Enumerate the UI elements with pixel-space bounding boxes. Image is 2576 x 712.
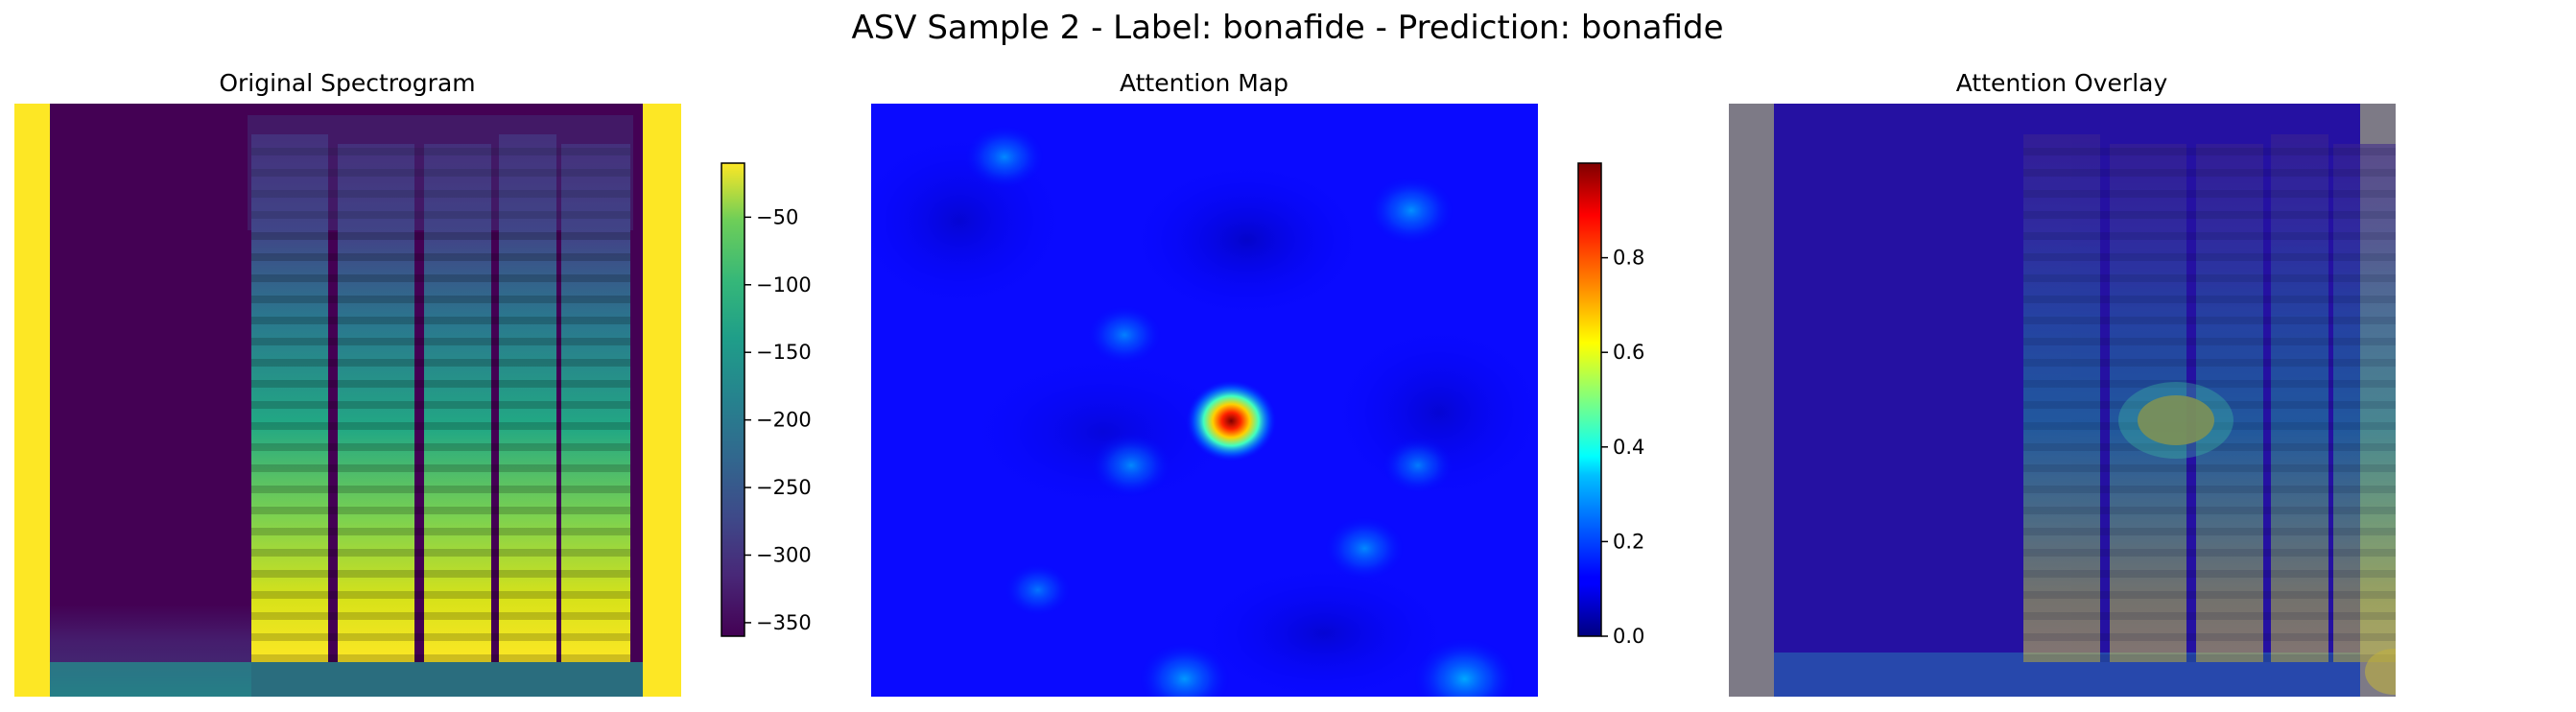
colorbar-attention [1577,162,1602,637]
colorbar-tick-label: −200 [756,409,812,432]
overlay-image [1729,104,2552,697]
spectrogram-image [14,104,681,697]
attention-hotspot [1137,641,1232,697]
attention-hotspot [1090,432,1173,499]
colorbar-tick-label: 0.8 [1613,247,1644,270]
panel-title-attention: Attention Map [1120,69,1288,97]
colorbar-tick-label: 0.2 [1613,530,1644,553]
colorbar-tick-label: 0.6 [1613,341,1644,364]
colorbar-attention-ticks: 0.0 0.2 0.4 0.6 0.8 [1601,247,1644,648]
panel-title-spectrogram: Original Spectrogram [219,69,475,97]
pad-left [14,104,50,697]
attention-hotspot [1323,515,1406,581]
colorbar-tick-label: −350 [756,611,812,634]
attention-hotspot [1411,636,1518,697]
attention-image [871,104,1538,697]
attention-hotspot [1185,379,1278,463]
colorbar-tick-label: −50 [756,205,798,228]
colorbar-tick-label: −150 [756,341,812,364]
colorbar-tick-label: 0.4 [1613,436,1644,459]
panel-title-overlay: Attention Overlay [1956,69,2168,97]
colorbar-tick-label: −300 [756,543,812,566]
colorbar-spectrogram [721,162,745,637]
overlay-pad-left [1729,104,1774,697]
panel-attention: Attention Map 0.0 0.2 0.4 0.6 0.8 [871,69,1644,697]
colorbar-tick-label: −250 [756,476,812,499]
colorbar-tick-label: 0.0 [1613,625,1644,648]
attention-hotspot [1366,175,1455,247]
colorbar-spectrogram-ticks: −50 −100 −150 −200 −250 −300 −350 [744,205,812,634]
attention-hotspots [963,124,1518,697]
colorbar-tick-label: −100 [756,273,812,297]
pad-right [643,104,681,697]
figure-suptitle: ASV Sample 2 - Label: bonafide - Predict… [851,9,1723,47]
overlay-hotspot [2138,395,2214,445]
attention-hotspot [1381,436,1455,495]
attention-hotspot [963,124,1046,191]
attention-hotspot [1003,562,1073,618]
panel-overlay: Attention Overlay [1729,69,2552,697]
panel-spectrogram: Original Spectrogram −50 −100 −150 −200 −250… [14,69,812,697]
attention-hotspot [1086,304,1164,367]
overlay-pad-right [2514,104,2552,697]
